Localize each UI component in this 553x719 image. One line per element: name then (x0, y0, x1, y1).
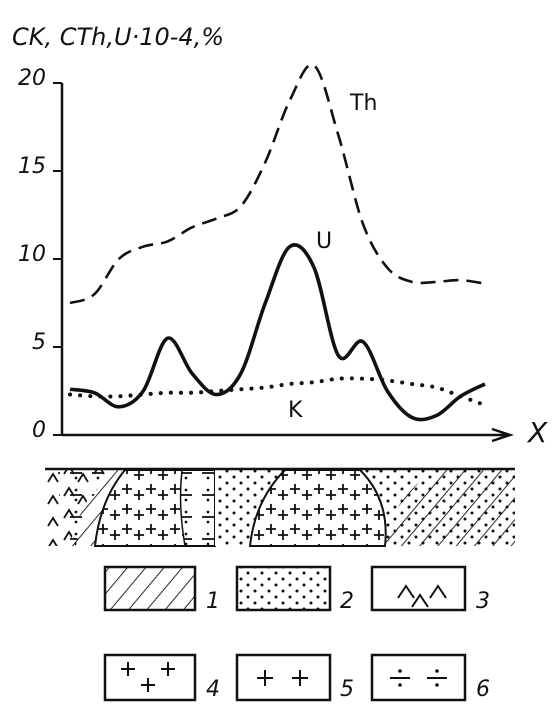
cross-section (45, 467, 515, 547)
y-tick-label: 20 (18, 66, 46, 91)
legend-cross (121, 662, 175, 692)
section-cross (95, 470, 185, 546)
section-cross-2 (250, 470, 386, 546)
legend-box (103, 565, 197, 612)
y-tick-label: 5 (32, 330, 46, 355)
legend-caret (397, 584, 447, 608)
legend-label: 3 (476, 589, 490, 614)
y-tick-label: 0 (32, 418, 46, 443)
series-line (69, 63, 486, 305)
legend-box (370, 565, 467, 612)
series-label: Th (349, 91, 377, 116)
legend-label: 1 (206, 589, 220, 614)
y-tick-label: 15 (18, 154, 46, 179)
legend-box (235, 565, 332, 612)
y-axis-title: CK, CTh,U·10-4,% (12, 23, 224, 51)
section-divide-2 (179, 469, 216, 547)
legend-cross (257, 670, 308, 686)
x-axis-arrow (491, 427, 514, 443)
legend-box (103, 653, 197, 702)
legend-label: 4 (206, 677, 220, 702)
section-legend: 1 2 3 4 5 6 (103, 565, 490, 702)
series-line (69, 243, 486, 422)
section-divide (58, 470, 110, 546)
y-tick-label: 10 (18, 242, 46, 267)
legend-label: 6 (476, 677, 490, 702)
legend-label: 5 (340, 677, 354, 702)
series-label: U (316, 229, 332, 254)
legend-label: 2 (340, 589, 354, 614)
x-axis-title: X (526, 416, 548, 449)
legend-box (370, 653, 467, 702)
series-line (68, 376, 487, 408)
section-dots-2 (385, 470, 515, 546)
series-label: K (288, 398, 303, 423)
legend-box (235, 653, 332, 702)
